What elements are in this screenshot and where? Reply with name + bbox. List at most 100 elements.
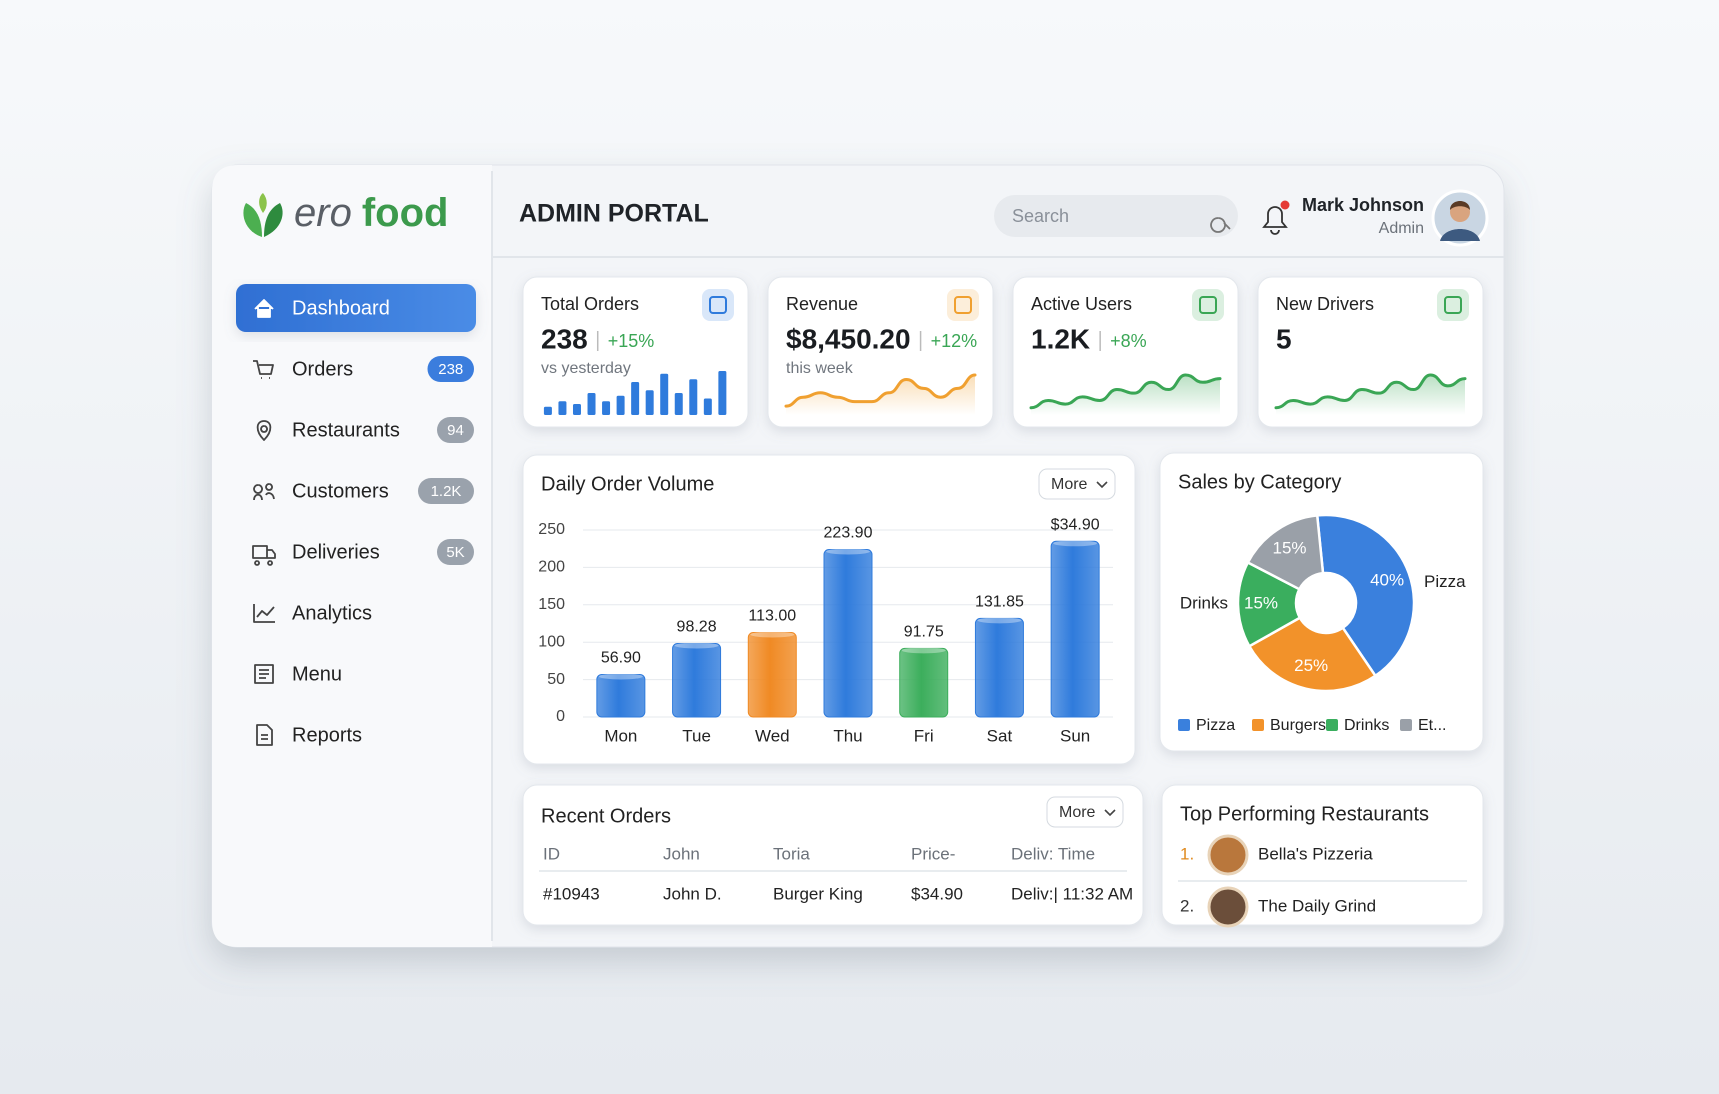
legend-swatch [1326, 719, 1338, 731]
column-header: Toria [773, 844, 810, 863]
trend-line [1029, 373, 1222, 410]
bar [672, 642, 722, 718]
trend-bar [718, 371, 727, 415]
x-tick-label: Thu [833, 726, 862, 745]
stat-title: Active Users [1031, 294, 1132, 314]
stat-icon-bg [1192, 289, 1224, 321]
legend-swatch [1400, 719, 1412, 731]
search-box[interactable] [994, 195, 1238, 237]
chevron [1096, 481, 1108, 489]
nav-item[interactable]: Menu [292, 663, 342, 685]
y-tick-label: 250 [538, 521, 565, 538]
pie-slice [1246, 514, 1325, 591]
bar-top [750, 631, 795, 638]
pie-callout: Pizza [1424, 572, 1466, 591]
trend-bar [703, 398, 712, 415]
stat-note: vs yesterday [541, 360, 631, 377]
trend-bar [645, 390, 654, 415]
chart-title: Daily Order Volume [541, 473, 714, 495]
stat-value: 1.2K [1031, 323, 1090, 354]
more-button-label: More [1051, 476, 1088, 493]
bar-value-label: 131.85 [975, 594, 1024, 611]
table-cell: Deliv:| 11:32 AM [1011, 884, 1133, 903]
restaurant-thumb [1207, 886, 1249, 928]
nav-item[interactable]: Deliveries [292, 541, 380, 563]
bar-top [826, 548, 870, 555]
pie-slice [1315, 513, 1416, 678]
restaurant-name: The Daily Grind [1258, 896, 1376, 915]
bar-value-label: 223.90 [824, 525, 873, 542]
nav-item[interactable]: Analytics [292, 602, 372, 624]
list-panel [1161, 784, 1484, 926]
nav-item[interactable]: Restaurants [292, 419, 400, 441]
stat-value: $8,450.20 [786, 323, 911, 354]
stat-icon [954, 296, 972, 314]
legend-swatch [1178, 719, 1190, 731]
more-button[interactable] [1038, 468, 1116, 500]
trend-area [1276, 375, 1465, 415]
trend-bar [572, 404, 581, 415]
table-title: Recent Orders [541, 805, 671, 827]
nav-item[interactable]: Orders [292, 358, 353, 380]
nav-item[interactable]: Reports [292, 724, 362, 746]
nav-item[interactable]: Customers [292, 480, 389, 502]
table-cell: John D. [663, 884, 722, 903]
column-header: Price- [911, 844, 955, 863]
pie-slice [1236, 560, 1302, 648]
bell-icon[interactable] [1262, 206, 1288, 235]
nav-icon [256, 724, 273, 746]
avatar-body [1440, 229, 1480, 241]
nav-item[interactable]: Dashboard [292, 297, 390, 319]
search-placeholder: Search [1012, 206, 1069, 226]
y-tick-label: 50 [547, 671, 565, 688]
stat-title: Total Orders [541, 294, 639, 314]
stat-icon [1199, 296, 1217, 314]
chart-title: Sales by Category [1178, 471, 1341, 493]
nav-icon [253, 360, 274, 379]
list-title: Top Performing Restaurants [1180, 803, 1429, 825]
stat-icon [1444, 296, 1462, 314]
trend-line [784, 373, 977, 408]
stat-icon-bg [702, 289, 734, 321]
nav-badge-text: 5K [446, 544, 464, 561]
nav-icon [253, 483, 275, 501]
more-button-label: More [1059, 804, 1096, 821]
user-role: Admin [1379, 220, 1424, 237]
trend-area [1031, 375, 1220, 415]
bar-value-label: 98.28 [677, 619, 717, 636]
logo-leaf [264, 203, 283, 237]
chevron [1104, 809, 1116, 817]
more-button[interactable] [1046, 796, 1124, 828]
y-tick-label: 100 [538, 633, 565, 650]
nav-badge [427, 356, 474, 382]
trend-bar [587, 393, 596, 415]
table-cell: Burger King [773, 884, 863, 903]
stat-icon-bg [947, 289, 979, 321]
avatar-head [1450, 202, 1470, 222]
bar-top [1053, 540, 1098, 547]
bar [596, 673, 646, 718]
stat-card [767, 276, 994, 428]
nav-icon [254, 299, 274, 318]
trend-line [1274, 373, 1467, 410]
stat-change: +12% [931, 331, 978, 351]
nav-icon [256, 420, 272, 441]
bar-top [674, 642, 719, 649]
nav-active-bg[interactable] [236, 284, 476, 332]
pie-value-label: 15% [1272, 539, 1306, 558]
stat-title: Revenue [786, 294, 858, 314]
nav-icon [252, 545, 276, 566]
bar [974, 617, 1024, 718]
bar-value-label: 56.90 [601, 650, 641, 667]
nav-badge [437, 539, 474, 565]
pie-slice [1247, 616, 1378, 693]
rank: 2. [1180, 896, 1194, 915]
column-header: ID [543, 844, 560, 863]
bar [823, 549, 873, 718]
stat-note: this week [786, 360, 854, 377]
logo-leaf [243, 203, 262, 237]
page-title: ADMIN PORTAL [519, 200, 709, 228]
legend-label: Burgers [1270, 717, 1326, 734]
legend-label: Pizza [1196, 717, 1235, 734]
stat-value: 5 [1276, 323, 1292, 354]
